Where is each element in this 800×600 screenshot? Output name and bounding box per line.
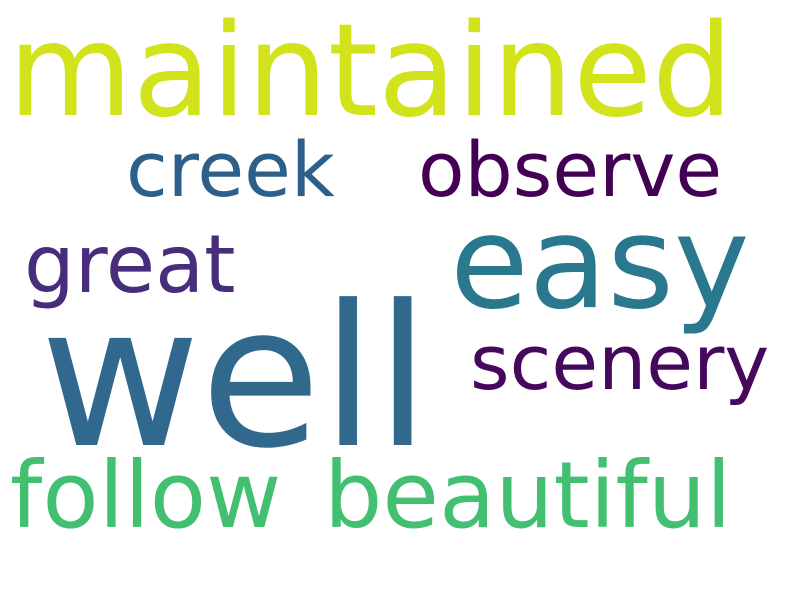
word-easy: easy	[450, 189, 750, 338]
word-maintained: maintained	[8, 0, 734, 146]
word-scenery: scenery	[470, 318, 770, 407]
word-well: well	[40, 264, 430, 492]
word-creek: creek	[126, 125, 335, 214]
word-great: great	[24, 218, 236, 311]
word-beautiful: beautiful	[324, 442, 732, 549]
word-observe: observe	[418, 125, 723, 214]
word-follow: follow	[10, 442, 282, 549]
